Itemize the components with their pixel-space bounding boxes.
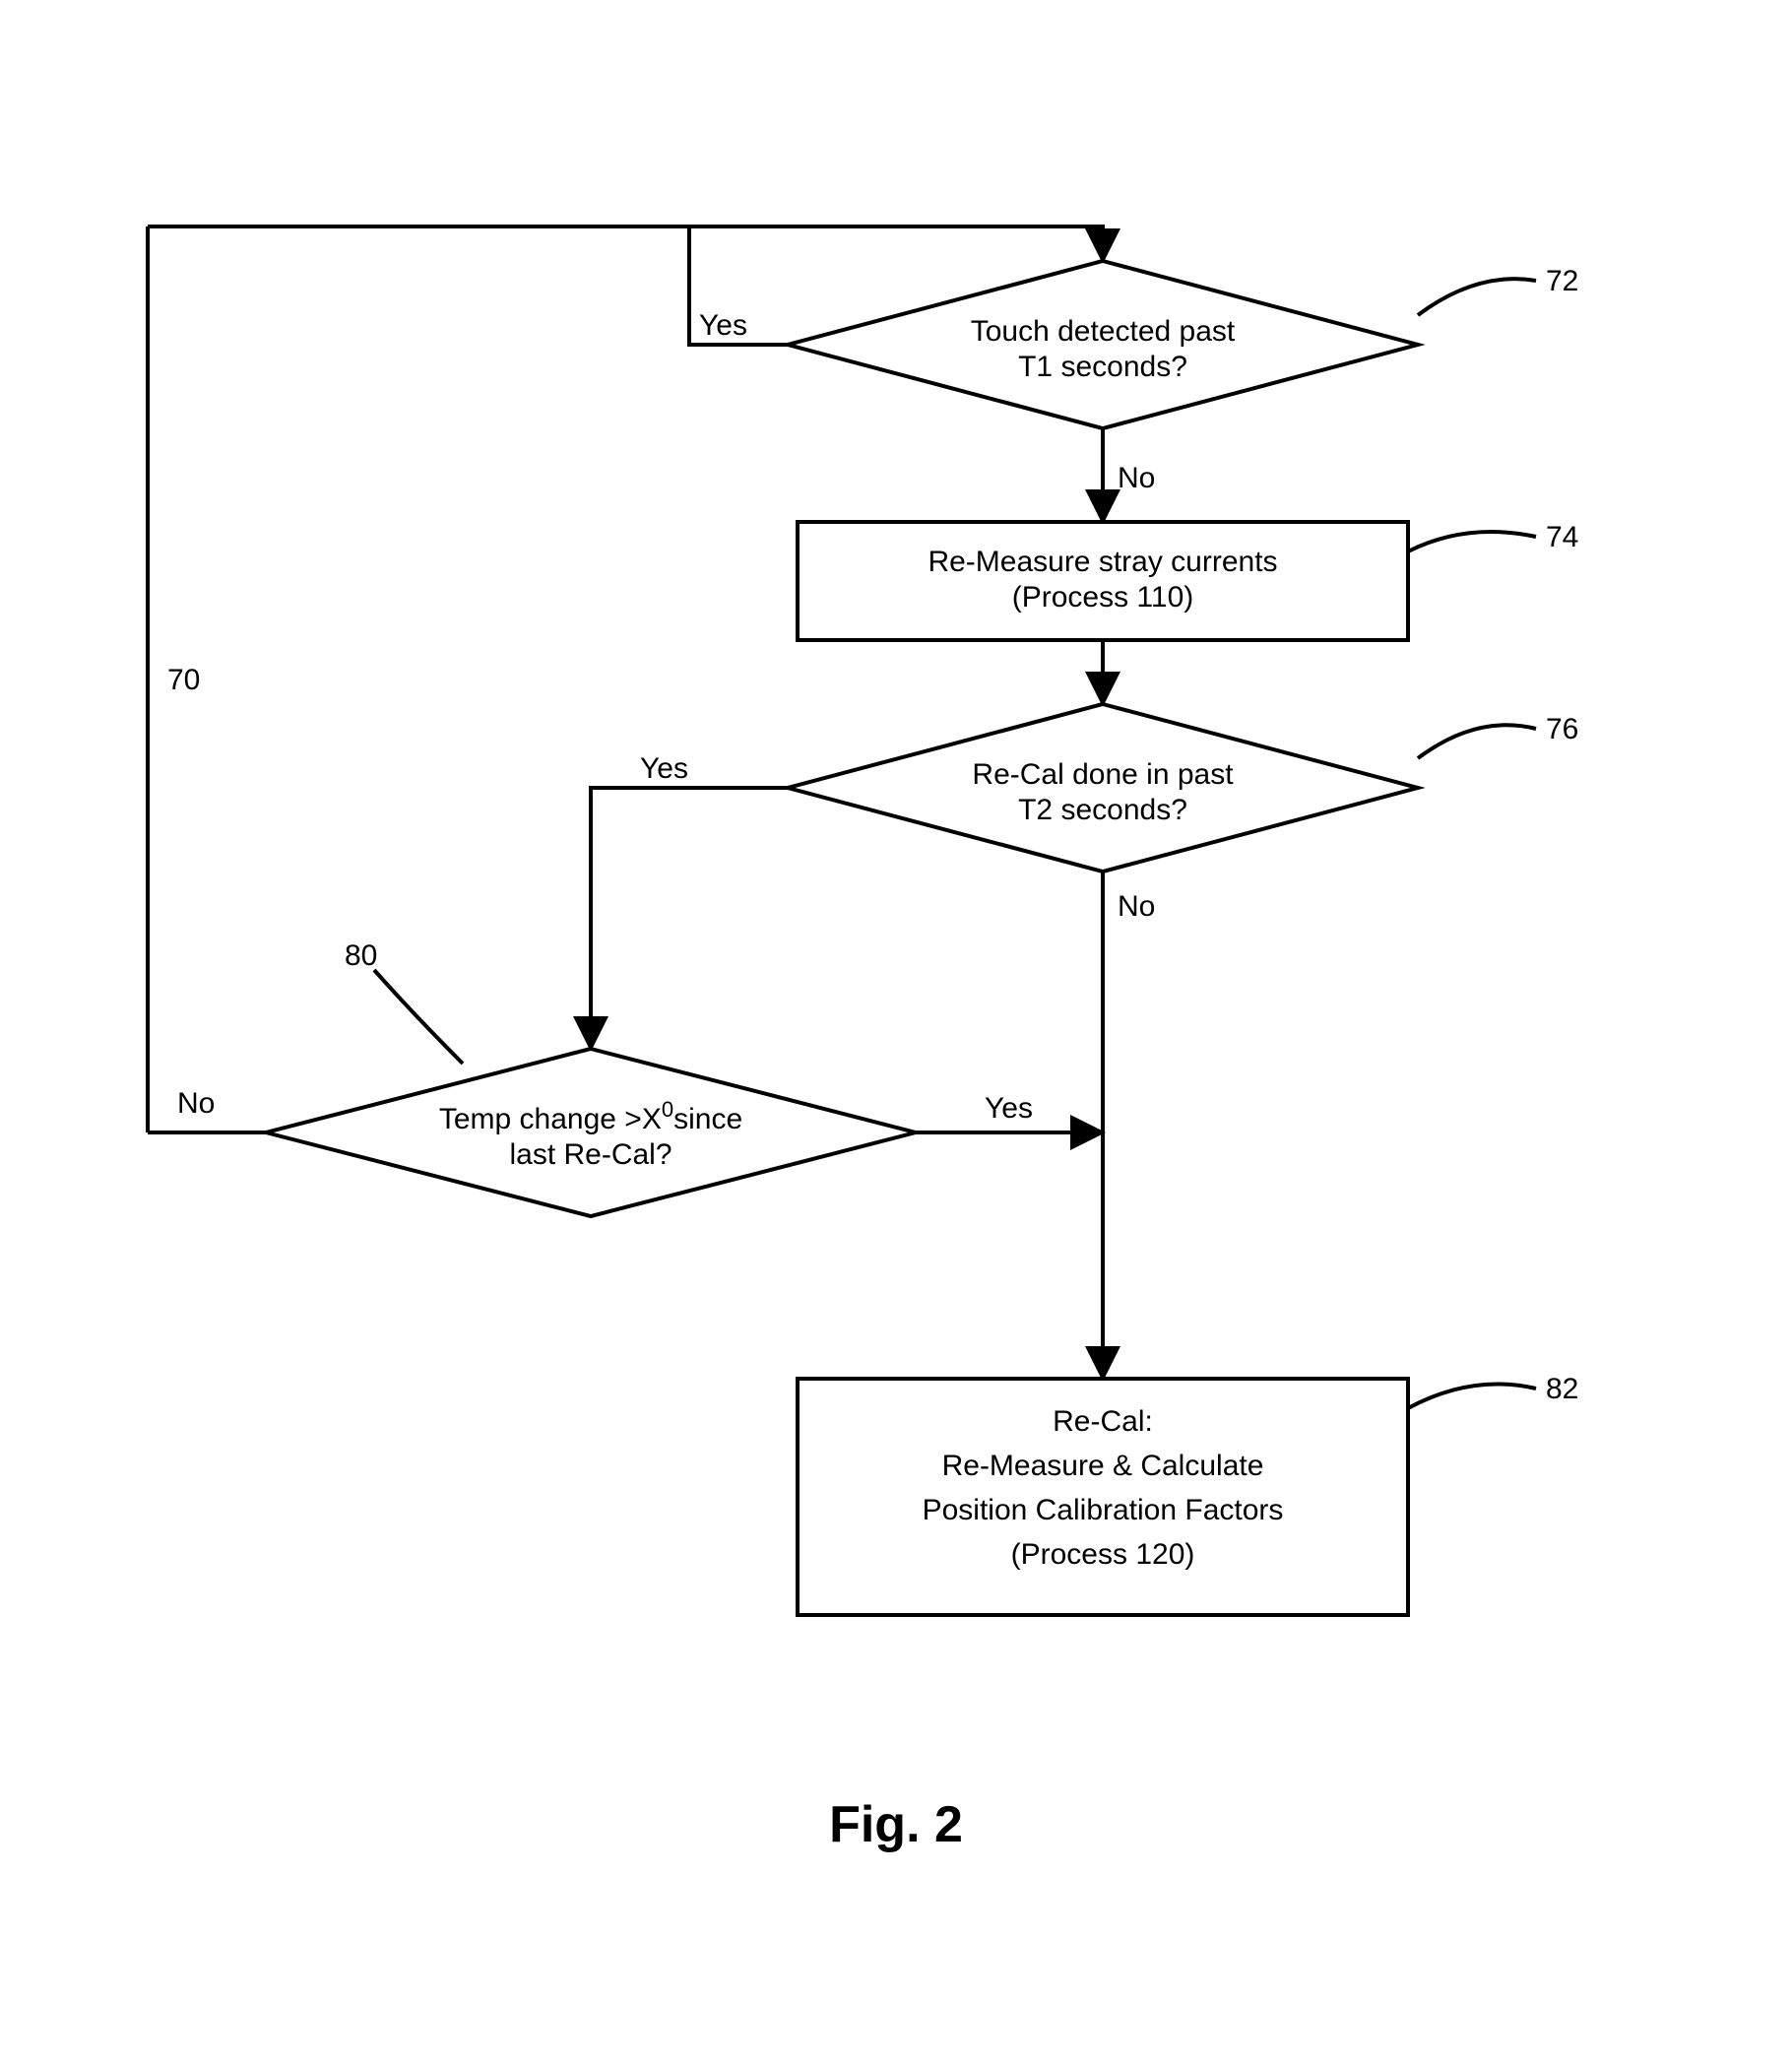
ref-82: 82: [1408, 1373, 1578, 1408]
p82-line3: Position Calibration Factors: [923, 1494, 1284, 1526]
ref-70: 70: [167, 664, 200, 696]
ref-74: 74: [1408, 521, 1578, 553]
d72-line2: T1 seconds?: [1018, 351, 1187, 383]
label-76-no: No: [1118, 890, 1155, 923]
decision-80: Temp change >X0since last Re-Cal?: [266, 1049, 916, 1216]
figure-caption: Fig. 2: [829, 1796, 963, 1853]
p82-line2: Re-Measure & Calculate: [942, 1450, 1264, 1482]
edge-80-yes: Yes: [916, 1092, 1103, 1132]
d72-line1: Touch detected past: [971, 315, 1236, 348]
p74-line1: Re-Measure stray currents: [928, 546, 1277, 578]
ref-70-text: 70: [167, 664, 200, 696]
ref-80: 80: [345, 939, 463, 1064]
ref-82-text: 82: [1546, 1373, 1578, 1405]
d80-line1: Temp change >X0since: [439, 1097, 742, 1135]
d76-line1: Re-Cal done in past: [972, 758, 1234, 791]
label-72-yes: Yes: [699, 309, 747, 342]
edge-72-no: No: [1103, 428, 1155, 522]
edge-72-yes: Yes: [689, 226, 788, 345]
ref-72-text: 72: [1546, 265, 1578, 297]
p82-line1: Re-Cal:: [1053, 1405, 1153, 1438]
edge-76-yes: Yes: [591, 752, 788, 1049]
flowchart-canvas: Touch detected past T1 seconds? Yes No R…: [0, 0, 1792, 2068]
ref-76: 76: [1418, 713, 1578, 758]
ref-80-text: 80: [345, 939, 377, 972]
label-76-yes: Yes: [640, 752, 688, 785]
label-80-no: No: [177, 1087, 215, 1120]
ref-76-text: 76: [1546, 713, 1578, 745]
process-82: Re-Cal: Re-Measure & Calculate Position …: [798, 1379, 1408, 1615]
d80-line2: last Re-Cal?: [509, 1138, 672, 1171]
ref-72: 72: [1418, 265, 1578, 315]
p82-line4: (Process 120): [1011, 1538, 1195, 1571]
ref-74-text: 74: [1546, 521, 1578, 553]
label-80-yes: Yes: [985, 1092, 1033, 1125]
decision-76: Re-Cal done in past T2 seconds?: [788, 704, 1418, 872]
d76-line2: T2 seconds?: [1018, 794, 1187, 826]
p74-line2: (Process 110): [1012, 581, 1194, 614]
edge-80-no: No: [148, 1087, 266, 1132]
decision-72: Touch detected past T1 seconds?: [788, 261, 1418, 428]
process-74: Re-Measure stray currents (Process 110): [798, 522, 1408, 640]
edge-76-no: No: [1103, 872, 1155, 1379]
label-72-no: No: [1118, 462, 1155, 494]
